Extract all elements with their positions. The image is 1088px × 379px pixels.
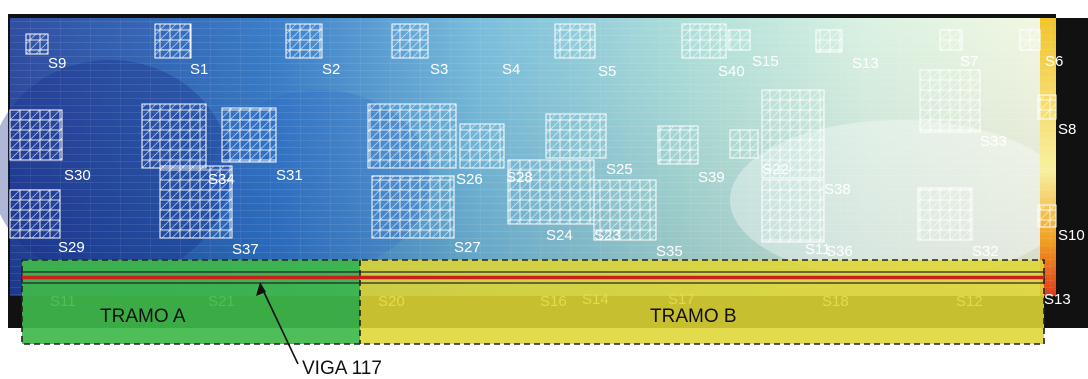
sensor-label: S40 [718, 63, 745, 80]
tramo-a-band [22, 260, 360, 344]
sensor-label: S35 [656, 243, 683, 260]
sensor-label: S26 [456, 171, 483, 188]
sensor-patch [1037, 204, 1057, 228]
sensor-patch [761, 179, 825, 243]
sensor-patch [939, 29, 963, 51]
sensor-patch [9, 109, 63, 161]
sensor-label: S2 [322, 61, 340, 78]
sensor-label: S33 [980, 133, 1007, 150]
sensor-label: S13 [852, 55, 879, 72]
callout-label: VIGA 117 [302, 358, 382, 379]
sensor-label: S39 [698, 169, 725, 186]
sensor-patch [459, 123, 505, 169]
tramo-b-band [360, 260, 1044, 344]
sensor-label: S29 [58, 239, 85, 256]
sensor-patch [815, 29, 843, 53]
sensor-label: S23 [594, 227, 621, 244]
sensor-label: S36 [826, 243, 853, 260]
sensor-label: S38 [824, 181, 851, 198]
sensor-patches [9, 23, 1057, 243]
sensor-patch [727, 29, 751, 51]
sensor-label: S11 [805, 241, 831, 258]
sensor-label: S30 [64, 167, 91, 184]
sensor-patch [919, 69, 981, 133]
sensor-label: S15 [752, 53, 779, 70]
sensor-label: S1 [190, 61, 208, 78]
callout-leader [261, 287, 299, 365]
tramo-a-label: TRAMO A [100, 306, 186, 327]
sensor-patch [593, 179, 657, 241]
sensor-patch [657, 125, 699, 165]
sensor-label: S8 [1058, 121, 1076, 138]
sensor-patch [761, 89, 825, 179]
sensor-label: S7 [960, 53, 978, 70]
sensor-patch [1019, 29, 1041, 51]
sensor-patch [917, 187, 973, 241]
sensor-patch [141, 103, 207, 169]
sensor-patch [391, 23, 429, 59]
sensor-label: S5 [598, 63, 616, 80]
sensor-label: S31 [276, 167, 303, 184]
sensor-label: S34 [208, 171, 235, 188]
sensor-label: S27 [454, 239, 481, 256]
callout-arrowhead [256, 282, 266, 296]
sensor-label: S3 [430, 61, 448, 78]
sensor-label: S28 [506, 169, 533, 186]
sensor-patch [9, 189, 61, 239]
sensor-patch [554, 23, 596, 59]
sensor-label: S13 [1044, 291, 1071, 308]
sensor-label: S32 [972, 243, 999, 260]
sensor-label: S6 [1045, 53, 1063, 70]
sensor-patch [285, 23, 323, 59]
sensor-label: S22 [762, 161, 789, 178]
tramo-outline [21, 259, 1045, 345]
sensor-patch [545, 113, 607, 159]
sensor-patch [371, 175, 455, 239]
sensor-label: S24 [546, 227, 573, 244]
sensor-label: S37 [232, 241, 259, 258]
sensor-label: S4 [502, 61, 520, 78]
sensor-label: S25 [606, 161, 633, 178]
sensor-patch [681, 23, 727, 59]
sensor-patch [159, 165, 233, 239]
sensor-patch [507, 159, 595, 225]
tramo-b-label: TRAMO B [650, 306, 737, 327]
sensor-label: S9 [48, 55, 66, 72]
sensor-patch [1037, 94, 1057, 120]
sensor-label: S10 [1058, 227, 1085, 244]
sensor-patch [25, 33, 49, 55]
sensor-patch [367, 103, 457, 169]
sensor-patch [154, 23, 192, 59]
sensor-patch [729, 129, 759, 159]
sensor-patch [221, 107, 277, 163]
